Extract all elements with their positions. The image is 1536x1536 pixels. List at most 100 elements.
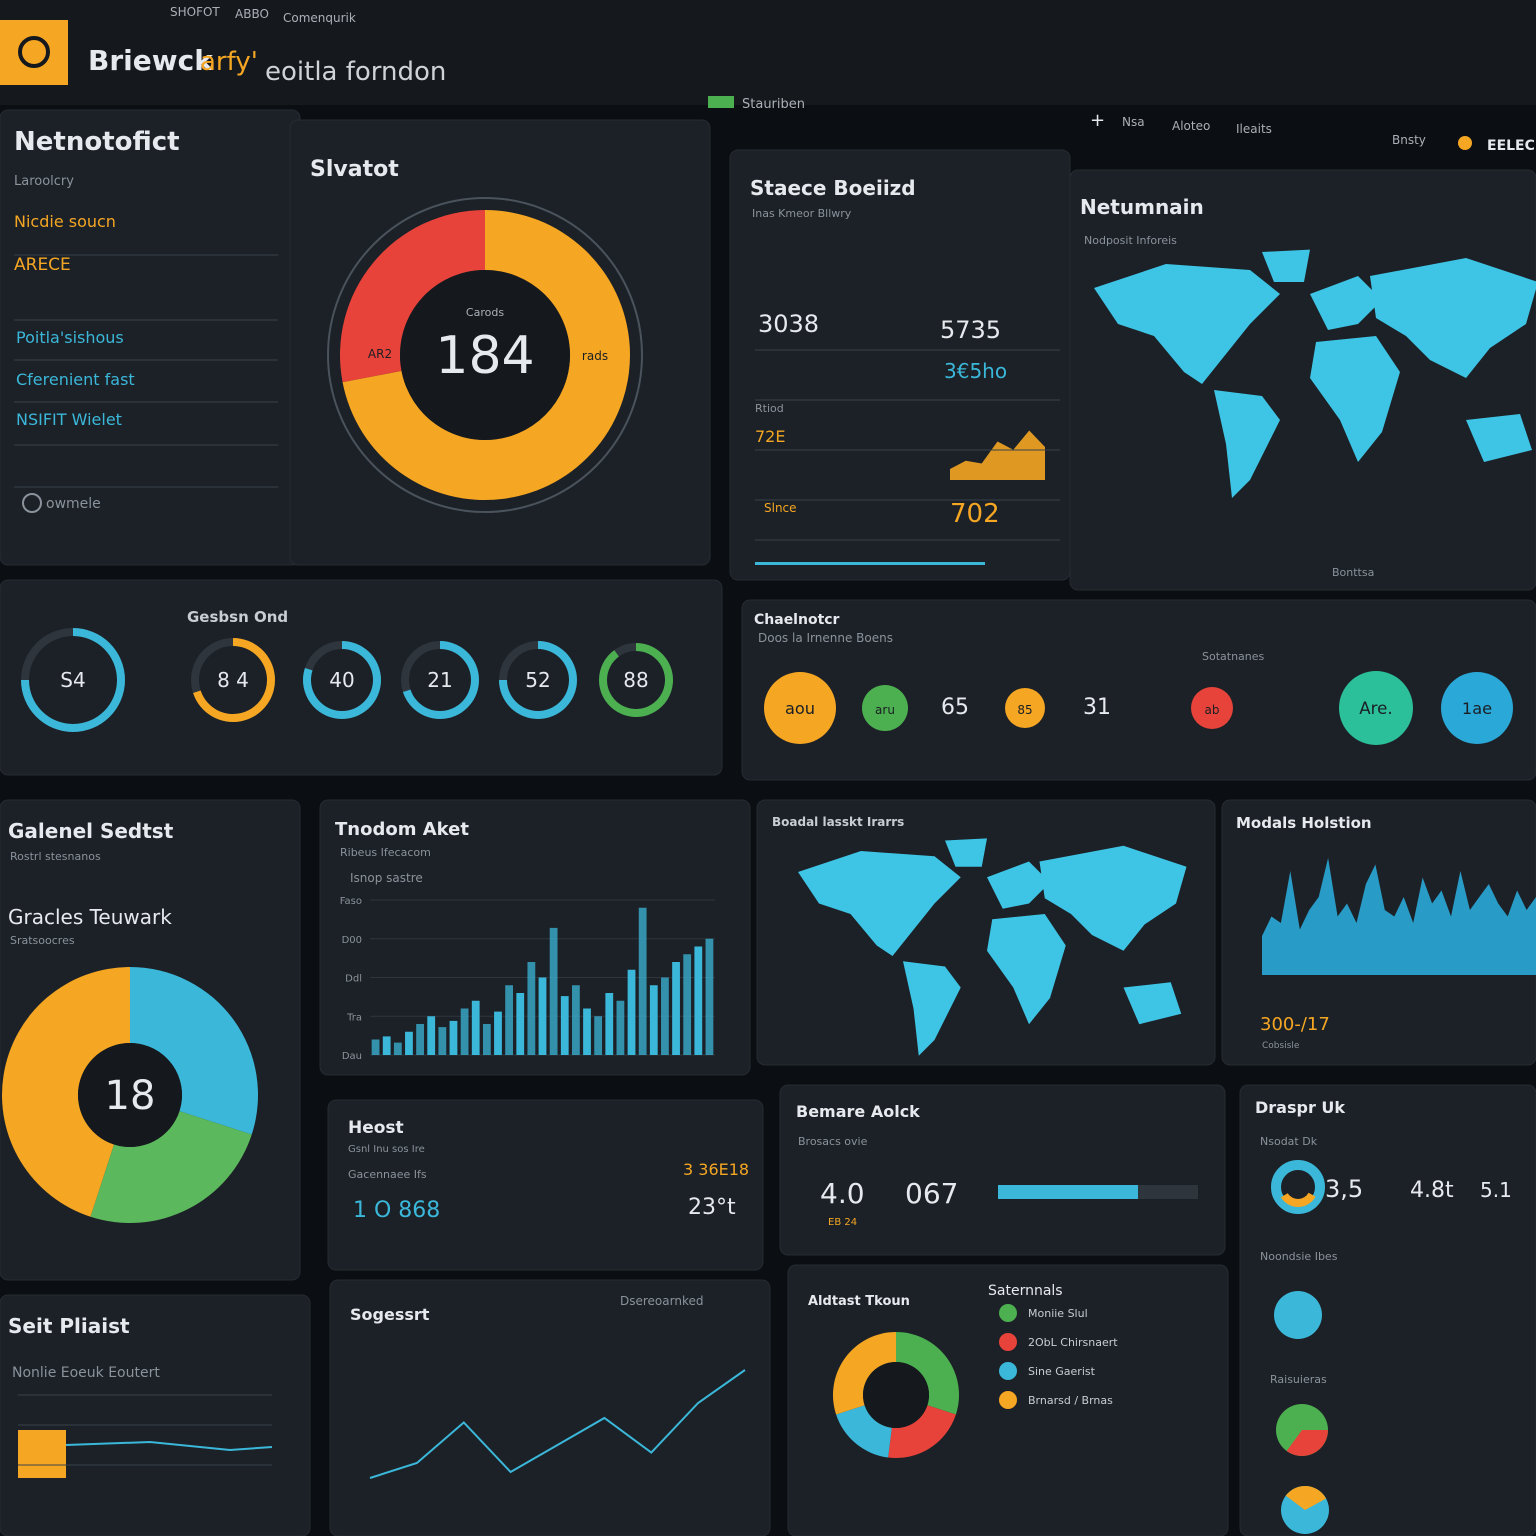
panel-text: 4.8t [1410, 1178, 1454, 1203]
bar [494, 1011, 502, 1055]
legend-dot [999, 1333, 1017, 1351]
bar [382, 1036, 391, 1055]
panel-title: Seit Pliaist [8, 1314, 130, 1338]
panel-text: 702 [950, 499, 1000, 529]
legend-label: Brnarsd / Brnas [1028, 1394, 1113, 1407]
legend-label: Moniie Slul [1028, 1307, 1088, 1320]
nav-item[interactable]: Ileaits [1236, 122, 1272, 136]
metric-circle [862, 685, 908, 731]
top-link[interactable]: SHOFOT [170, 5, 220, 19]
legend-dot [999, 1362, 1017, 1380]
bar [482, 1024, 491, 1055]
circle-label: 31 [1083, 695, 1111, 720]
logo-text: Briewck [88, 44, 214, 77]
panel-text: Nicdie soucn [14, 212, 116, 231]
donut-center-value: 18 [105, 1073, 156, 1119]
metric-circle [1339, 671, 1413, 745]
progress-bar [998, 1185, 1138, 1199]
panel-title: Modals Holstion [1236, 814, 1372, 832]
circle-label: aru [875, 703, 895, 717]
panel-title: Chaelnotcr [754, 612, 840, 628]
menu-icon [22, 493, 42, 513]
panel-text: 5735 [940, 316, 1001, 344]
panel-text: Gacennaee Ifs [348, 1168, 427, 1181]
y-tick-label: D00 [342, 935, 362, 946]
donut-center-label: Carods [466, 306, 504, 319]
gauge-label: S4 [60, 668, 85, 692]
bar [560, 996, 569, 1055]
top-link[interactable]: ABBO [235, 7, 269, 21]
panel-text: 300-/17 [1260, 1014, 1330, 1035]
line [369, 1369, 746, 1479]
header-title-a: arfy' [200, 47, 258, 77]
panel-title: Bemare Aolck [796, 1102, 920, 1121]
panel-title: Tnodom Aket [335, 819, 469, 840]
metric-circle [1005, 688, 1045, 728]
header-bar [0, 0, 1536, 105]
donut-hole [863, 1362, 929, 1428]
orange-block [18, 1430, 66, 1478]
panel-text: Doos la Irnenne Boens [758, 631, 893, 645]
panel-text: Gracles Teuwark [8, 905, 172, 929]
bar [416, 1024, 424, 1055]
nav-item[interactable]: EELEC [1487, 138, 1535, 154]
panel-title: Sogessrt [350, 1305, 430, 1324]
donut-segment [342, 210, 631, 500]
panel-title: Boadal lasskt Irarrs [772, 815, 904, 829]
donut-segment [888, 1405, 956, 1458]
nav-item[interactable]: Aloteo [1172, 119, 1210, 133]
legend-label: Sine Gaerist [1028, 1365, 1096, 1378]
nav-plus[interactable]: + [1090, 110, 1105, 131]
panel-title: Staece Boeiizd [750, 176, 916, 200]
bar [460, 1008, 469, 1055]
panel-text: Saternnals [988, 1283, 1063, 1299]
panel-text: 3€5ho [944, 359, 1007, 383]
panel-text: Noondsie Ibes [1260, 1250, 1338, 1263]
panel-text: Raisuieras [1270, 1373, 1327, 1386]
bar [627, 969, 636, 1055]
nav-item[interactable]: Nsa [1122, 115, 1145, 129]
gauge-label: 8 4 [217, 668, 249, 692]
area [1262, 858, 1536, 975]
status-text: Stauriben [742, 97, 805, 112]
circle-label: 85 [1017, 703, 1032, 717]
nav-item[interactable]: Bnsty [1392, 133, 1426, 147]
progress-line [755, 562, 985, 565]
panel-text: Sotatnanes [1202, 650, 1265, 663]
bar [538, 977, 547, 1055]
donut-hole [78, 1043, 182, 1147]
bar [661, 977, 669, 1055]
mini-pie-part [1286, 1430, 1328, 1456]
panel [0, 579, 723, 776]
bar [571, 985, 580, 1055]
panel-title: Gesbsn Ond [187, 608, 288, 626]
top-link[interactable]: Comenqurik [283, 11, 356, 25]
donut-ring [327, 197, 643, 513]
panel-text: Slnce [764, 501, 797, 515]
panel [1069, 169, 1536, 591]
panel-title: Netnotofict [14, 127, 180, 157]
panel-text: Bonttsa [1332, 566, 1374, 579]
panel [327, 1099, 764, 1271]
area [950, 430, 1045, 480]
panel [0, 1294, 311, 1536]
logo-icon [18, 36, 50, 68]
panel-text: 3 36E18 [683, 1160, 749, 1179]
panel-text: Sratsoocres [10, 934, 75, 947]
panel [741, 599, 1536, 781]
panel [779, 1084, 1226, 1256]
panel-title: Heost [348, 1118, 404, 1138]
panel-text: Inas Kmeor Bllwry [752, 207, 852, 220]
bar [505, 985, 514, 1055]
bar [549, 927, 558, 1055]
bar [605, 993, 614, 1055]
bar [616, 1000, 625, 1055]
bar [694, 946, 703, 1055]
panel-text: Poitla'sishous [16, 328, 124, 347]
panel-text: Ribeus Ifecacom [340, 846, 431, 859]
panel-text: ARECE [14, 255, 71, 275]
donut-segment [340, 210, 485, 383]
gauge-label: 88 [623, 668, 648, 692]
panel-text: 4.0 [820, 1177, 865, 1210]
